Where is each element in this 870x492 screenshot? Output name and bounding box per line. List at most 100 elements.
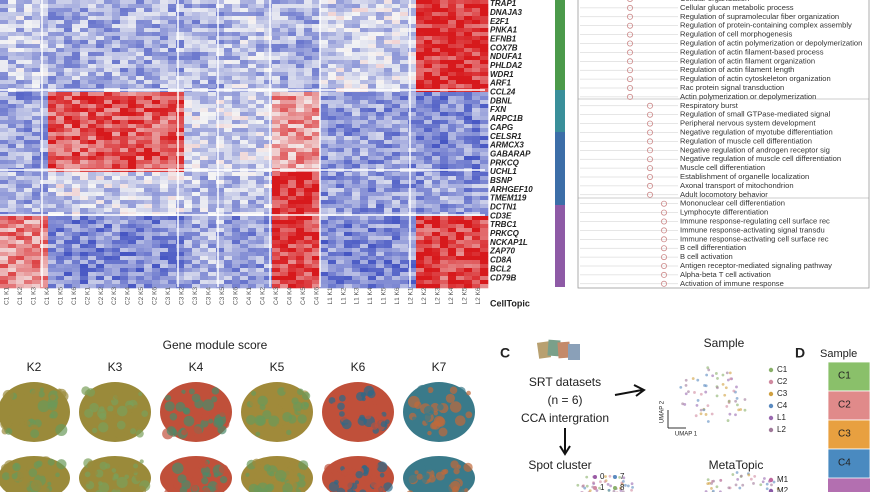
umap-point [716,386,719,389]
heatmap-cell [152,56,160,60]
heatmap-cell [248,192,256,196]
heatmap-cell [240,132,248,136]
heatmap-cell [296,256,304,260]
heatmap-cell [328,12,336,16]
heatmap-cell [472,84,480,88]
heatmap-cell [64,164,72,168]
heatmap-cell [24,104,32,108]
heatmap-cell [192,60,200,64]
heatmap-cell [240,8,248,12]
heatmap-cell [352,52,360,56]
heatmap-cell [256,236,264,240]
heatmap-cell [56,112,64,116]
heatmap-cell [312,192,320,196]
heatmap-cell [352,248,360,252]
tissue-spot [201,413,209,421]
heatmap-cell [40,0,48,4]
heatmap-cell [296,76,304,80]
heatmap-cell [120,200,128,204]
heatmap-cell [448,244,456,248]
heatmap-cell [72,252,80,256]
heatmap-cell [104,200,112,204]
heatmap-cell [136,220,144,224]
heatmap-cell [360,76,368,80]
heatmap-cell [176,228,184,232]
heatmap-cell [368,132,376,136]
heatmap-cell [120,8,128,12]
heatmap-cell [48,36,56,40]
heatmap-cell [16,192,24,196]
heatmap-cell [264,80,272,84]
heatmap-cell [304,92,312,96]
heatmap-cell [72,220,80,224]
heatmap-cell [40,112,48,116]
heatmap-cell [32,84,40,88]
heatmap-cell [360,196,368,200]
heatmap-cell [104,276,112,280]
heatmap-cell [128,240,136,244]
heatmap-cell [368,108,376,112]
umap-point [695,414,698,417]
heatmap-cell [304,144,312,148]
heatmap-cell [360,240,368,244]
heatmap-cell [424,196,432,200]
heatmap-cell [400,24,408,28]
heatmap-cell [232,76,240,80]
heatmap-cell [160,264,168,268]
heatmap-cell [80,76,88,80]
heatmap-cell [120,112,128,116]
heatmap-cell [192,132,200,136]
heatmap-cell [240,236,248,240]
heatmap-cell [360,56,368,60]
heatmap-cell [96,216,104,220]
heatmap-cell [384,28,392,32]
heatmap-cell [96,16,104,20]
heatmap-cell [280,68,288,72]
heatmap-cell [408,64,416,68]
heatmap-cell [152,236,160,240]
heatmap-cell [48,276,56,280]
heatmap-cell [40,224,48,228]
heatmap-cell [0,224,8,228]
heatmap-cell [160,76,168,80]
heatmap-cell [232,120,240,124]
heatmap-cell [160,236,168,240]
heatmap-cell [120,56,128,60]
heatmap-cell [88,204,96,208]
heatmap-cell [40,16,48,20]
heatmap-cell [208,276,216,280]
heatmap-cell [88,120,96,124]
heatmap-cell [232,196,240,200]
heatmap-cell [312,260,320,264]
heatmap-cell [48,124,56,128]
heatmap-cell [408,256,416,260]
heatmap-cell [64,180,72,184]
heatmap-cell [240,28,248,32]
heatmap-cell [240,144,248,148]
heatmap-cell [256,184,264,188]
heatmap-cell [304,0,312,4]
heatmap-cell [160,20,168,24]
heatmap-cell [408,176,416,180]
heatmap-cell [424,156,432,160]
heatmap-cell [32,48,40,52]
heatmap-cell [160,28,168,32]
tissue-spot [364,411,372,419]
heatmap-cell [96,0,104,4]
heatmap-cell [368,44,376,48]
heatmap-cell [264,112,272,116]
heatmap-cell [0,84,8,88]
heatmap-cell [376,56,384,60]
heatmap-cell [168,40,176,44]
tissue-spot [355,471,362,478]
heatmap-cell [48,148,56,152]
heatmap-cell [96,60,104,64]
heatmap-cell [216,92,224,96]
heatmap-cell [120,224,128,228]
heatmap-cell [96,144,104,148]
heatmap-cell [480,196,488,200]
tissue-spot [337,403,345,411]
heatmap-cell [288,48,296,52]
heatmap-cell [256,48,264,52]
heatmap-cell [200,108,208,112]
